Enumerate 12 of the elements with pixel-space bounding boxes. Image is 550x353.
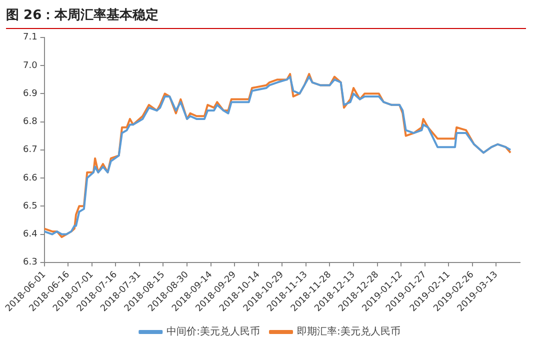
y-tick-label: 6.5 [22, 201, 38, 212]
y-tick-label: 6.7 [22, 145, 38, 156]
y-tick-label: 6.9 [22, 88, 38, 99]
y-tick-label: 6.8 [22, 117, 38, 128]
y-tick-label: 6.4 [22, 230, 38, 240]
y-tick-label: 6.6 [22, 173, 38, 184]
legend-label: 中间价:美元兑人民币 [166, 326, 260, 338]
y-tick-label: 7.1 [22, 32, 38, 43]
chart-title: 图 26：本周汇率基本稳定 [6, 6, 526, 29]
y-tick-label: 6.3 [22, 258, 38, 268]
legend-label: 即期汇率:美元兑人民币 [297, 326, 400, 338]
y-tick-label: 7.0 [22, 60, 38, 71]
